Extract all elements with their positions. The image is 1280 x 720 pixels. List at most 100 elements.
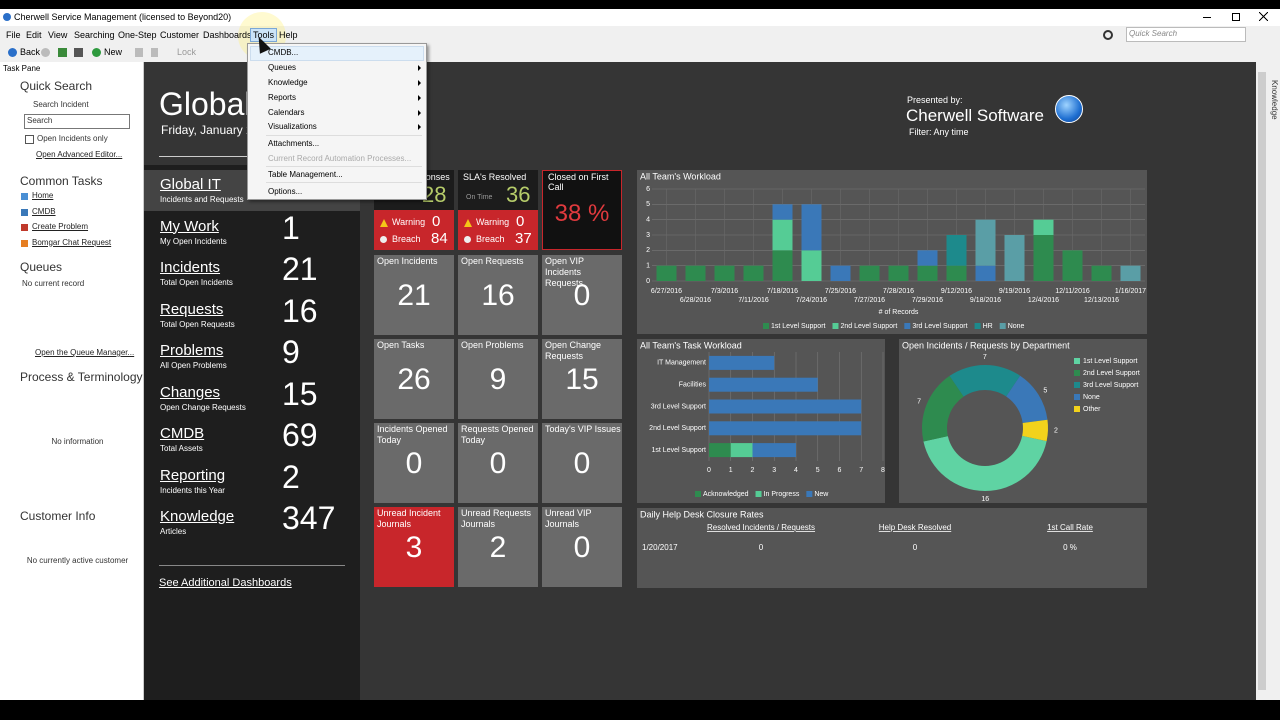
tile[interactable] <box>542 339 622 419</box>
tile[interactable] <box>542 507 622 587</box>
menu-item[interactable]: Current Record Automation Processes... <box>268 154 412 163</box>
close[interactable] <box>1259 12 1268 21</box>
nav-subtitle: Total Open Incidents <box>160 278 233 287</box>
home-icon <box>58 48 67 57</box>
nav-value: 1 <box>282 209 300 246</box>
title-rule <box>159 156 247 157</box>
side-strip <box>1268 62 1280 700</box>
menu-item[interactable]: Table Management... <box>268 170 343 179</box>
tile[interactable] <box>374 339 454 419</box>
submenu-arrow <box>418 65 421 71</box>
tile[interactable] <box>542 423 622 503</box>
link[interactable]: Open the Queue Manager... <box>35 348 135 357</box>
link[interactable]: Bomgar Chat Request <box>32 237 112 247</box>
section-title[interactable]: Queues <box>20 260 63 274</box>
sla-tile[interactable] <box>458 170 538 210</box>
nav-link[interactable]: Problems <box>160 342 224 359</box>
nav-link[interactable]: Incidents <box>160 259 221 276</box>
submenu-arrow <box>418 124 421 130</box>
sla-title: SLA's Resolved <box>463 172 527 182</box>
nav-link[interactable]: Changes <box>160 383 221 401</box>
tile-value: 3 <box>405 531 423 564</box>
tile[interactable] <box>458 423 538 503</box>
nav-value: 16 <box>282 292 318 329</box>
quick-search-box[interactable] <box>1126 27 1246 42</box>
section-title[interactable]: Quick Search <box>20 79 93 93</box>
list-icon <box>74 48 83 57</box>
back-button[interactable]: Back <box>20 47 41 57</box>
search-input[interactable] <box>24 114 130 129</box>
side-tab[interactable]: Knowledge <box>1270 80 1279 120</box>
tile-value: 9 <box>489 363 507 396</box>
menu-item[interactable]: Attachments... <box>268 139 320 148</box>
section-title[interactable]: Process & Terminology <box>20 370 143 384</box>
link[interactable]: Home <box>32 191 54 200</box>
new-button[interactable]: New <box>104 47 123 57</box>
nav-subtitle: Total Open Requests <box>160 319 235 329</box>
save-icon <box>135 48 143 57</box>
menu-separator <box>266 166 422 167</box>
tile[interactable] <box>458 507 538 587</box>
tile[interactable] <box>458 255 538 335</box>
menu-item[interactable]: View <box>48 30 68 40</box>
menu-item[interactable]: Tools <box>250 28 278 42</box>
warning-value: 0 <box>432 213 441 230</box>
search-icon[interactable] <box>1103 30 1113 40</box>
section-title[interactable]: Customer Info <box>20 509 96 523</box>
menu-item[interactable]: CMDB... <box>268 48 299 57</box>
lock-button[interactable]: Lock <box>177 47 197 57</box>
section-title[interactable]: Common Tasks <box>20 174 103 188</box>
nav-link[interactable]: CMDB <box>160 425 205 442</box>
menu-bar <box>0 26 1280 62</box>
nav-subtitle: My Open Incidents <box>160 236 227 246</box>
nav-link[interactable]: Global IT <box>160 176 221 193</box>
menu-item[interactable]: Edit <box>26 30 42 40</box>
scroll-thumb[interactable] <box>1258 72 1266 690</box>
nav-subtitle: Open Change Requests <box>160 402 246 412</box>
new-icon[interactable] <box>92 48 101 57</box>
nav-link[interactable]: Requests <box>160 300 224 318</box>
tile[interactable] <box>542 255 622 335</box>
menu-item[interactable]: Help <box>279 30 298 40</box>
menu-item[interactable]: Options... <box>268 187 303 196</box>
tile-title: Open Problems <box>461 340 524 350</box>
menu-item[interactable]: Dashboards <box>203 30 252 40</box>
back-icon[interactable] <box>8 48 17 57</box>
breach-icon <box>380 236 387 243</box>
link[interactable]: Create Problem <box>32 222 89 231</box>
tile[interactable] <box>374 507 454 587</box>
minimize[interactable] <box>1203 17 1211 18</box>
first-call-title: Closed on First Call <box>548 172 609 192</box>
nav-link[interactable]: My Work <box>160 217 219 235</box>
menu-item[interactable]: File <box>6 30 21 40</box>
more-link[interactable]: See Additional Dashboards <box>159 577 292 589</box>
tile[interactable] <box>458 339 538 419</box>
menu-item[interactable]: Queues <box>268 63 297 72</box>
link[interactable]: CMDB <box>32 206 56 216</box>
menu-item[interactable]: Reports <box>268 93 297 102</box>
menu-separator <box>266 135 422 136</box>
menu-item[interactable]: Visualizations <box>268 122 317 131</box>
nav-subtitle: Articles <box>160 527 187 536</box>
link[interactable]: Open Advanced Editor... <box>36 150 123 159</box>
tile-title: Open Tasks <box>377 340 425 350</box>
maximize[interactable] <box>1232 13 1240 21</box>
warning-value: 0 <box>516 213 525 230</box>
nav-link[interactable]: Reporting <box>160 466 226 484</box>
nav-link[interactable]: Knowledge <box>160 508 235 525</box>
tile[interactable] <box>374 255 454 335</box>
tile[interactable] <box>374 423 454 503</box>
note: No currently active customer <box>26 556 129 565</box>
menu-item[interactable]: Calendars <box>268 108 305 117</box>
menu-item[interactable]: Searching <box>74 30 115 40</box>
menu-item[interactable]: Customer <box>160 30 200 40</box>
task-pane-title: Task Pane <box>3 64 41 73</box>
forward-icon <box>41 48 50 57</box>
tile-value: 0 <box>573 531 591 564</box>
checkbox[interactable] <box>25 135 34 144</box>
tile-value: 0 <box>573 447 591 480</box>
menu-item[interactable]: Knowledge <box>268 78 308 87</box>
first-call-tile[interactable] <box>542 170 622 250</box>
menu-item[interactable]: One-Step <box>118 30 157 40</box>
